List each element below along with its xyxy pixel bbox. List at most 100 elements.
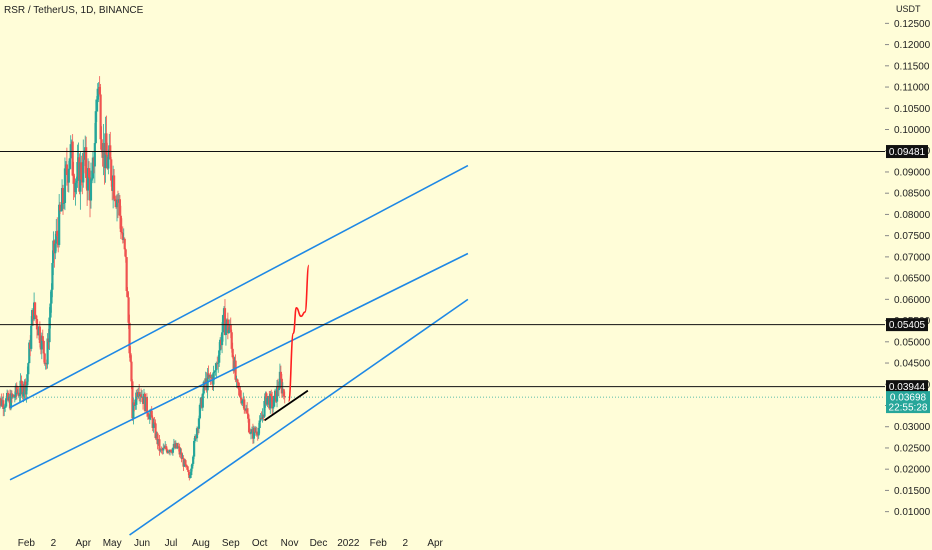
candle-body bbox=[34, 315, 38, 320]
candle-body bbox=[215, 363, 218, 371]
candle-body bbox=[30, 325, 33, 349]
time-axis[interactable]: Feb 2 Apr May Jun Jul Aug Sep Oct Nov Dec 2022 Feb 2 A… bbox=[18, 538, 444, 549]
candle-body bbox=[271, 396, 274, 409]
y-tick-label: 0.05000 bbox=[894, 337, 931, 348]
candle-body bbox=[135, 392, 138, 405]
candle-body bbox=[80, 162, 83, 180]
candle-body bbox=[121, 232, 124, 241]
candle-body bbox=[223, 308, 227, 335]
candle-body bbox=[100, 139, 103, 151]
level-badge bbox=[886, 318, 928, 332]
candle-body bbox=[28, 342, 31, 364]
candle-body bbox=[62, 202, 66, 204]
candle-body bbox=[67, 168, 70, 183]
channel-line-middle[interactable] bbox=[9, 252, 469, 481]
candle-body bbox=[25, 385, 28, 395]
candle-body bbox=[15, 385, 18, 393]
candle-body bbox=[123, 238, 126, 250]
candle-body bbox=[180, 452, 183, 459]
y-tick-label: 0.09000 bbox=[894, 167, 931, 178]
candle-body bbox=[82, 152, 85, 183]
x-tick-label: Feb bbox=[370, 538, 388, 549]
candle-body bbox=[190, 468, 193, 476]
countdown-label: 22:55:28 bbox=[889, 403, 928, 414]
candle-body bbox=[226, 319, 229, 334]
candle-body bbox=[42, 340, 45, 354]
candle-body bbox=[124, 249, 127, 258]
candle-body bbox=[26, 374, 29, 386]
candle-body bbox=[41, 336, 44, 341]
candle-body bbox=[263, 401, 266, 417]
candle-body bbox=[283, 396, 286, 398]
candle-body bbox=[166, 449, 169, 453]
candle-body bbox=[85, 147, 88, 178]
candle-body bbox=[4, 406, 7, 408]
candle-body bbox=[227, 329, 230, 334]
candle-body bbox=[273, 395, 276, 407]
level-badge-label: 0.09481 bbox=[889, 147, 926, 158]
candle-body bbox=[27, 363, 30, 375]
candle-body bbox=[119, 215, 122, 232]
projection-path[interactable] bbox=[287, 264, 310, 403]
candle-body bbox=[54, 243, 57, 254]
x-tick-label: Sep bbox=[222, 538, 240, 549]
y-tick-label: 0.04500 bbox=[894, 359, 931, 370]
x-tick-label: Oct bbox=[252, 538, 268, 549]
candle-body bbox=[246, 408, 249, 414]
candle-body bbox=[209, 375, 212, 378]
candle-body bbox=[279, 371, 282, 379]
channel-line-upper[interactable] bbox=[9, 164, 469, 409]
candle-body bbox=[249, 432, 253, 434]
level-badge-label: 0.03944 bbox=[889, 382, 926, 393]
candle-body bbox=[282, 389, 285, 397]
x-tick-label: Apr bbox=[75, 538, 91, 549]
candle-body bbox=[217, 362, 220, 364]
price-axis[interactable]: USDT 0.12500 0.12000 0.11500 0.11000 0.10500… bbox=[885, 4, 931, 518]
candle-body bbox=[260, 417, 263, 419]
support-trendline[interactable] bbox=[263, 389, 309, 422]
candle-body bbox=[192, 456, 195, 464]
x-tick-label: 2 bbox=[51, 538, 57, 549]
candle-body bbox=[238, 388, 241, 391]
candle-body bbox=[115, 199, 119, 208]
y-tick-label: 0.10000 bbox=[894, 125, 931, 136]
current-price-label: 0.03698 bbox=[890, 393, 927, 404]
candle-body bbox=[89, 179, 93, 201]
y-tick-label: 0.06500 bbox=[894, 274, 931, 285]
candle-body bbox=[76, 162, 79, 181]
level-badge-label: 0.05405 bbox=[889, 320, 926, 331]
channel-lines bbox=[9, 164, 469, 536]
candle-body bbox=[113, 175, 116, 199]
candle-body bbox=[20, 380, 23, 384]
candle-body bbox=[63, 168, 67, 203]
y-tick-label: 0.08000 bbox=[894, 210, 931, 221]
candle-body bbox=[193, 436, 197, 441]
candle-body bbox=[184, 460, 187, 465]
x-tick-label: May bbox=[103, 538, 122, 549]
candle-body bbox=[126, 291, 129, 298]
candle-body bbox=[59, 204, 62, 211]
candle-body bbox=[272, 406, 275, 409]
candle-body bbox=[33, 302, 37, 316]
x-tick-label: Nov bbox=[281, 538, 299, 549]
candle-body bbox=[68, 158, 71, 169]
candle-body bbox=[240, 397, 243, 404]
candle-body bbox=[187, 469, 190, 473]
candle-body bbox=[138, 392, 141, 397]
candle-body bbox=[202, 381, 205, 394]
candle-body bbox=[178, 447, 181, 455]
channel-line-lower[interactable] bbox=[129, 298, 469, 536]
candle-body bbox=[177, 446, 180, 448]
candle-body bbox=[230, 332, 233, 349]
x-tick-label: 2 bbox=[402, 538, 408, 549]
candle-body bbox=[163, 447, 166, 449]
candle-body bbox=[128, 322, 131, 354]
candle-body bbox=[229, 324, 232, 333]
x-tick-label: Jul bbox=[165, 538, 178, 549]
candle-body bbox=[193, 440, 196, 457]
candle-body bbox=[125, 257, 128, 292]
candle-body bbox=[276, 386, 280, 391]
candle-body bbox=[195, 428, 199, 439]
candle-body bbox=[134, 404, 137, 406]
